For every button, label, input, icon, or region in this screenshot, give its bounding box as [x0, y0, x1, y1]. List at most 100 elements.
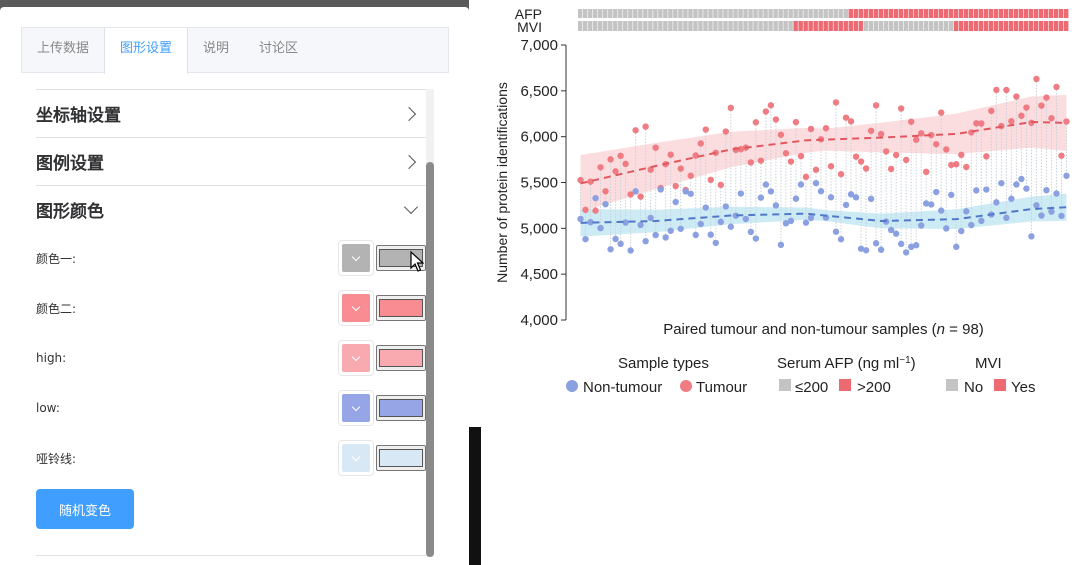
chevron-down-icon — [351, 252, 361, 261]
tumour-point — [902, 156, 910, 164]
non-tumour-point — [802, 219, 810, 226]
background-dark-area — [469, 427, 481, 565]
mvi-track-cell — [1043, 21, 1049, 31]
color-preview — [342, 344, 370, 372]
non-tumour-point — [742, 215, 750, 223]
mouse-cursor-icon — [410, 251, 424, 272]
color-one-label: 颜色一: — [36, 251, 77, 266]
tab-instructions[interactable]: 说明 — [203, 41, 230, 56]
tumour-confidence-band — [580, 94, 1067, 212]
tab-graph-settings[interactable]: 图形设置 — [104, 28, 189, 74]
afp-track-cell — [813, 9, 818, 18]
non-tumour-point — [943, 225, 950, 232]
non-tumour-point — [998, 179, 1005, 187]
legend-mvi-yes-label: Yes — [1011, 379, 1035, 396]
tumour-point — [637, 193, 644, 200]
tumour-point — [912, 136, 920, 143]
mvi-track-cell — [953, 21, 959, 31]
mvi-track-cell — [708, 21, 713, 31]
section-legend-settings[interactable]: 图例设置 — [36, 137, 426, 185]
mvi-track-cell — [638, 21, 643, 31]
mvi-track-cell — [973, 21, 979, 31]
afp-track-cell — [848, 9, 853, 18]
mvi-track-cell — [833, 21, 838, 31]
non-tumour-point — [1013, 181, 1020, 188]
non-tumour-point — [627, 247, 634, 254]
color-one-picker[interactable] — [338, 240, 374, 276]
mvi-track-cell — [1018, 21, 1024, 31]
color-dumbbell-native-input[interactable] — [376, 445, 426, 471]
legend-afp-low-label: ≤200 — [795, 379, 828, 396]
non-tumour-point — [772, 202, 780, 209]
non-tumour-point — [1053, 190, 1060, 197]
color-low-native-input[interactable] — [376, 395, 426, 421]
non-tumour-point — [973, 187, 980, 194]
random-color-button[interactable]: 随机变色 — [36, 489, 134, 529]
non-tumour-point — [647, 214, 654, 222]
tumour-point — [857, 158, 865, 165]
color-low-picker[interactable] — [338, 390, 374, 426]
mvi-track-cell — [1013, 21, 1019, 31]
afp-track-cell — [1038, 9, 1044, 18]
non-tumour-point — [968, 221, 975, 229]
non-tumour-point — [642, 237, 649, 245]
mvi-track-cell — [1008, 21, 1014, 31]
section-graph-color[interactable]: 图形颜色 — [36, 185, 426, 233]
mvi-track-cell — [788, 21, 793, 31]
afp-track-cell — [663, 9, 668, 18]
tumour-point — [672, 182, 679, 190]
mvi-track-cell — [813, 21, 818, 31]
settings-scroll-area[interactable]: 坐标轴设置 图例设置 图形颜色 颜色一: 颜色二: high: low: 哑铃线: 随机… — [36, 89, 426, 559]
color-dumbbell-picker[interactable] — [338, 440, 374, 476]
tumour-point — [772, 116, 780, 123]
tab-discussion[interactable]: 讨论区 — [259, 41, 299, 56]
non-tumour-point — [712, 239, 719, 247]
divider — [36, 555, 426, 556]
non-tumour-point — [777, 241, 785, 249]
mvi-track-cell — [623, 21, 628, 31]
section-axis-settings[interactable]: 坐标轴设置 — [36, 89, 426, 137]
mvi-track-cell — [853, 21, 858, 31]
mvi-track-cell — [628, 21, 633, 31]
mvi-track-cell — [633, 21, 638, 31]
tumour-point — [752, 119, 760, 126]
tumour-point — [872, 102, 880, 109]
mvi-track-cell — [838, 21, 843, 31]
tumour-point — [782, 150, 790, 157]
mvi-track-cell — [1058, 21, 1064, 31]
afp-track-cell — [758, 9, 763, 18]
non-tumour-point — [697, 220, 704, 228]
tumour-point — [822, 125, 830, 132]
afp-track-cell — [893, 9, 899, 18]
scrollbar-thumb[interactable] — [426, 162, 434, 557]
afp-track-cell — [678, 9, 683, 18]
legend-afp-high-marker — [839, 379, 851, 391]
mvi-track-cell — [643, 21, 648, 31]
non-tumour-point — [907, 243, 915, 251]
color-low-label: low: — [36, 401, 60, 415]
tumour-point — [577, 176, 584, 184]
y-tick-label: 6,500 — [520, 83, 558, 100]
tumour-point — [988, 107, 995, 115]
mvi-track-cell — [688, 21, 693, 31]
color-high-native-input[interactable] — [376, 345, 426, 371]
tumour-point — [582, 206, 589, 214]
afp-track-cell — [883, 9, 889, 18]
tumour-point — [847, 118, 855, 125]
swatch-fill — [379, 399, 423, 417]
color-two-picker[interactable] — [338, 290, 374, 326]
afp-track-cell — [998, 9, 1004, 18]
mvi-track-cell — [808, 21, 813, 31]
tumour-point — [1003, 86, 1010, 94]
non-tumour-point — [953, 243, 960, 251]
color-two-native-input[interactable] — [376, 295, 426, 321]
mvi-track-cell — [868, 21, 874, 31]
non-tumour-point — [747, 228, 755, 236]
color-high-picker[interactable] — [338, 340, 374, 376]
afp-track-cell — [643, 9, 648, 18]
chevron-right-icon — [401, 106, 417, 121]
non-tumour-point — [722, 203, 730, 210]
non-tumour-trend-line — [580, 206, 1067, 224]
legend-title-mvi: MVI — [975, 355, 1002, 372]
tab-upload-data[interactable]: 上传数据 — [37, 41, 90, 56]
